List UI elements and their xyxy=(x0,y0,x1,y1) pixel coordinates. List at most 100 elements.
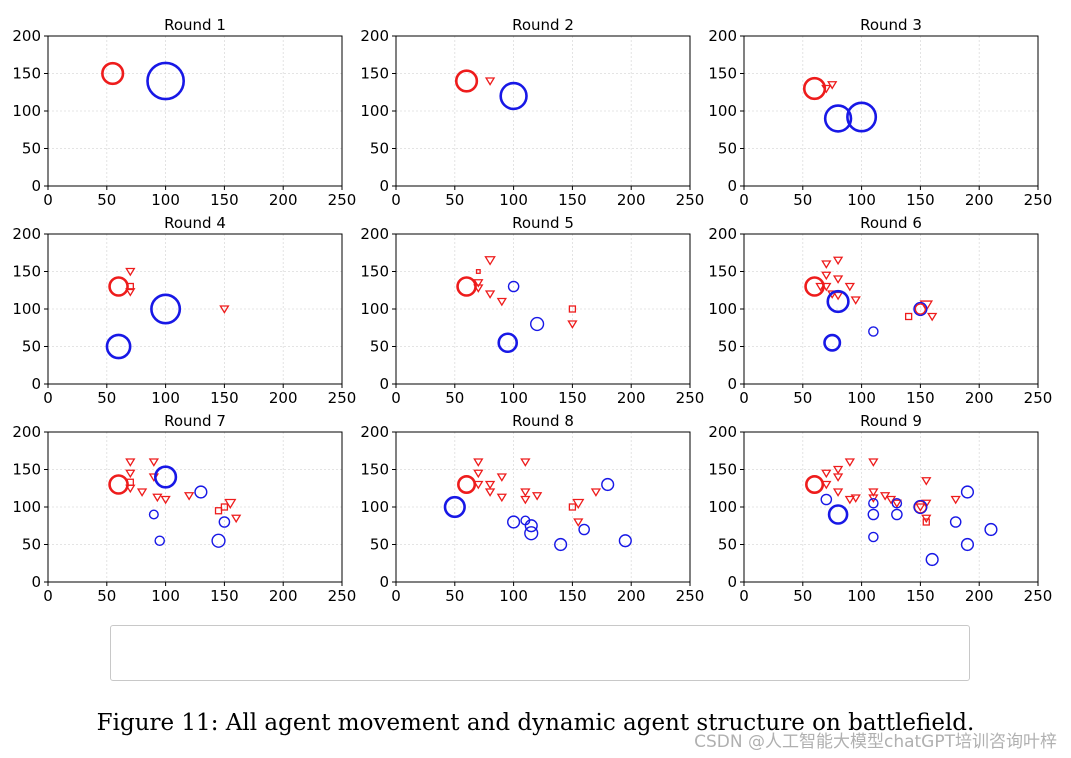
panel-3-xtick-label: 250 xyxy=(1024,191,1053,209)
panel-2-ytick-label: 50 xyxy=(370,140,389,158)
panel-9-red-triangle-marker xyxy=(950,495,961,505)
panel-6-red-circle-marker xyxy=(914,303,927,315)
panel-7-red-triangle-marker xyxy=(183,492,195,501)
panel-3-red-triangle-marker xyxy=(821,84,832,94)
panel-5-ytick-label: 150 xyxy=(360,263,389,281)
figure-caption: Figure 11: All agent movement and dynami… xyxy=(96,710,975,736)
panel-3-xtick-label: 200 xyxy=(965,191,994,209)
panel-7-red-triangle-marker xyxy=(125,458,136,467)
panel-7-xtick-label: 150 xyxy=(210,587,239,605)
panel-1-xtick-label: 150 xyxy=(210,191,239,209)
panel-7-red-circle-marker xyxy=(108,474,129,495)
panel-2-xtick-label: 150 xyxy=(558,191,587,209)
panel-6-xtick-label: 200 xyxy=(965,389,994,407)
panel-1-ytick-label: 100 xyxy=(12,102,41,120)
panel-8-blue-circle-marker xyxy=(601,477,615,492)
panel-8-red-triangle-marker xyxy=(473,458,484,467)
panel-1-ytick-label: 50 xyxy=(22,140,41,158)
panel-5-xtick-label: 0 xyxy=(391,389,401,407)
panel-7-blue-circle-marker xyxy=(148,509,159,520)
panel-5-xtick-label: 100 xyxy=(499,389,528,407)
panel-9-ytick-label: 0 xyxy=(727,573,737,591)
panel-9-red-circle-marker xyxy=(805,474,825,495)
panel-1-xtick-label: 250 xyxy=(328,191,357,209)
panel-6-ytick-label: 150 xyxy=(708,263,737,281)
panel-8-blue-circle-marker xyxy=(524,526,539,541)
panel-9-blue-circle-marker xyxy=(868,531,879,543)
panel-8-xtick-label: 250 xyxy=(676,587,705,605)
panel-7-red-triangle-marker xyxy=(136,488,148,497)
panel-1-ytick-label: 150 xyxy=(12,65,41,83)
panel-8-ytick-label: 50 xyxy=(370,536,389,554)
panel-8-ytick-label: 0 xyxy=(379,573,389,591)
panel-5-red-triangle-marker xyxy=(473,279,484,288)
panel-5-red-triangle-marker xyxy=(484,290,496,299)
panel-5-blue-circle-marker xyxy=(507,280,520,293)
panel-1-xtick-label: 200 xyxy=(269,191,298,209)
panel-2-blue-circle-marker xyxy=(499,81,528,111)
panel-6-xtick-label: 50 xyxy=(793,389,812,407)
panel-5-red-circle-marker xyxy=(456,276,477,297)
panel-2-ytick-label: 0 xyxy=(379,177,389,195)
panel-5-red-triangle-marker xyxy=(567,320,578,329)
panel-9-red-triangle-marker xyxy=(821,469,832,479)
panel-5-red-square-marker xyxy=(475,269,481,274)
panel-2-red-circle-marker xyxy=(454,69,479,93)
panel-9-blue-circle-marker xyxy=(891,497,903,509)
panel-9-ytick-label: 50 xyxy=(718,536,737,554)
panel-6-ytick-label: 50 xyxy=(718,338,737,356)
panel-3-ytick-label: 200 xyxy=(708,27,737,45)
panel-8-red-triangle-marker xyxy=(484,480,496,490)
panel-4-ytick-label: 0 xyxy=(31,375,41,393)
panel-2-xtick-label: 200 xyxy=(617,191,646,209)
panel-6-ytick-label: 0 xyxy=(727,375,737,393)
panel-3-blue-circle-marker xyxy=(823,104,853,133)
panel-2-title: Round 2 xyxy=(512,16,574,34)
panel-8-red-triangle-marker xyxy=(496,473,507,482)
panel-9-ytick-label: 100 xyxy=(708,498,737,516)
panel-6-red-triangle-marker xyxy=(927,312,938,322)
panel-9-red-triangle-marker xyxy=(832,465,844,475)
panel-7-ytick-label: 50 xyxy=(22,536,41,554)
panel-9-xtick-label: 150 xyxy=(906,587,935,605)
panel-3-red-triangle-marker xyxy=(827,81,838,90)
panel-6-red-triangle-marker xyxy=(815,282,826,292)
panel-8-red-square-marker xyxy=(568,503,577,511)
panel-9-blue-circle-marker xyxy=(984,522,998,537)
panel-9-red-triangle-marker xyxy=(844,495,855,505)
panel-7-red-triangle-marker xyxy=(152,493,163,503)
panel-8-blue-circle-marker xyxy=(618,534,632,548)
panel-6-red-triangle-marker xyxy=(832,291,844,301)
panel-3-xtick-label: 50 xyxy=(793,191,812,209)
panel-1-ytick-label: 0 xyxy=(31,177,41,195)
panel-6-xtick-label: 100 xyxy=(847,389,876,407)
panel-5-blue-circle-marker xyxy=(497,332,519,354)
panel-4-red-triangle-marker xyxy=(125,288,136,297)
panel-2-xtick-label: 250 xyxy=(676,191,705,209)
panel-8-red-triangle-marker xyxy=(590,488,602,497)
panel-4-xtick-label: 150 xyxy=(210,389,239,407)
panel-5-ytick-label: 100 xyxy=(360,300,389,318)
panel-2-xtick-label: 100 xyxy=(499,191,528,209)
panel-6-blue-circle-marker xyxy=(868,326,879,337)
panel-9-red-triangle-marker xyxy=(832,488,844,497)
panel-6-blue-circle-marker xyxy=(826,289,850,314)
panel-5-red-triangle-marker xyxy=(484,256,496,266)
panel-4-red-square-marker xyxy=(126,282,134,291)
panel-9-red-triangle-marker xyxy=(844,458,855,467)
panel-4-ytick-label: 200 xyxy=(12,225,41,243)
panel-7-xtick-label: 0 xyxy=(43,587,53,605)
panel-6-title: Round 6 xyxy=(860,214,922,232)
panel-5-xtick-label: 150 xyxy=(558,389,587,407)
panel-3-ytick-label: 100 xyxy=(708,102,737,120)
panel-8-blue-circle-marker xyxy=(507,515,521,529)
panel-4-ytick-label: 100 xyxy=(12,300,41,318)
panel-4-red-circle-marker xyxy=(108,276,129,297)
panel-2-ytick-label: 150 xyxy=(360,65,389,83)
panel-7-blue-circle-marker xyxy=(154,535,165,547)
panel-8-xtick-label: 100 xyxy=(499,587,528,605)
panel-3-ytick-label: 0 xyxy=(727,177,737,195)
panel-7-red-triangle-marker xyxy=(148,458,159,467)
panel-6-red-triangle-marker xyxy=(850,296,861,305)
panel-8-ytick-label: 100 xyxy=(360,498,389,516)
